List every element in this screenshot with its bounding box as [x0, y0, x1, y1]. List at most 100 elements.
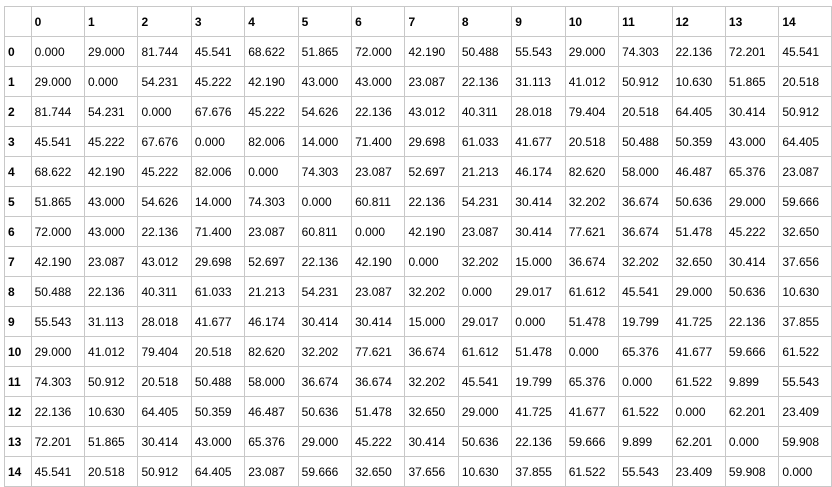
table-cell: 61.522	[564, 456, 620, 487]
row-header: 13	[4, 426, 32, 457]
table-cell: 58.000	[244, 366, 299, 397]
table-cell: 30.414	[137, 426, 192, 457]
table-cell: 41.677	[671, 336, 726, 367]
table-row: 4 68.622 42.190 45.222 82.006 0.000 74.303 23.0…	[4, 156, 832, 187]
table-cell: 32.650	[404, 396, 459, 427]
table-cell: 59.908	[724, 456, 780, 487]
table-cell: 59.908	[778, 426, 832, 457]
table-cell: 0.000	[30, 36, 86, 67]
table-cell: 51.478	[564, 306, 620, 337]
table-cell: 61.522	[778, 336, 832, 367]
table-cell: 29.017	[457, 306, 513, 337]
table-cell: 72.000	[351, 36, 406, 67]
column-header: 8	[457, 6, 513, 37]
table-cell: 29.000	[724, 186, 780, 217]
table-cell: 74.303	[618, 36, 673, 67]
table-cell: 61.522	[671, 366, 726, 397]
table-cell: 20.518	[564, 126, 620, 157]
row-header: 5	[4, 186, 32, 217]
table-cell: 22.136	[137, 216, 192, 247]
table-row: 10 29.000 41.012 79.404 20.518 82.620 32.202 77…	[4, 336, 832, 367]
table-cell: 22.136	[724, 306, 780, 337]
row-header: 6	[4, 216, 32, 247]
table-cell: 58.000	[618, 156, 673, 187]
table-cell: 0.000	[724, 426, 780, 457]
table-cell: 37.656	[404, 456, 459, 487]
table-cell: 74.303	[30, 366, 86, 397]
table-cell: 20.518	[618, 96, 673, 127]
table-cell: 50.636	[671, 186, 726, 217]
table-cell: 10.630	[778, 276, 832, 307]
table-cell: 45.541	[30, 126, 86, 157]
table-cell: 0.000	[137, 96, 192, 127]
table-cell: 0.000	[511, 306, 566, 337]
table-cell: 31.113	[84, 306, 139, 337]
table-cell: 59.666	[297, 456, 353, 487]
row-header: 3	[4, 126, 32, 157]
table-cell: 29.698	[190, 246, 246, 277]
table-cell: 54.626	[297, 96, 353, 127]
table-cell: 22.136	[351, 96, 406, 127]
table-cell: 45.541	[457, 366, 513, 397]
table-cell: 0.000	[84, 66, 139, 97]
table-cell: 50.912	[84, 366, 139, 397]
table-cell: 46.174	[511, 156, 566, 187]
table-row: 13 72.201 51.865 30.414 43.000 65.376 29.000 45…	[4, 426, 832, 457]
table-cell: 37.855	[778, 306, 832, 337]
table-row: 6 72.000 43.000 22.136 71.400 23.087 60.811 0.0…	[4, 216, 832, 247]
table-cell: 45.222	[190, 66, 246, 97]
table-cell: 65.376	[244, 426, 299, 457]
table-cell: 82.006	[244, 126, 299, 157]
table-cell: 36.674	[618, 216, 673, 247]
table-cell: 29.698	[404, 126, 459, 157]
table-cell: 61.612	[564, 276, 620, 307]
table-cell: 42.190	[84, 156, 139, 187]
table-cell: 41.725	[671, 306, 726, 337]
table-cell: 37.656	[778, 246, 832, 277]
table-cell: 54.231	[457, 186, 513, 217]
table-cell: 22.136	[297, 246, 353, 277]
table-cell: 51.478	[671, 216, 726, 247]
table-row: 7 42.190 23.087 43.012 29.698 52.697 22.136 42.…	[4, 246, 832, 277]
table-cell: 0.000	[351, 216, 406, 247]
table-cell: 30.414	[724, 246, 780, 277]
table-header: 0 1 2 3 4 5 6 7 8 9 10 11 12 13 14	[4, 6, 832, 37]
column-header: 10	[564, 6, 620, 37]
table-cell: 0.000	[618, 366, 673, 397]
table-cell: 0.000	[404, 246, 459, 277]
table-cell: 41.012	[84, 336, 139, 367]
table-cell: 30.414	[724, 96, 780, 127]
table-cell: 64.405	[190, 456, 246, 487]
table-cell: 22.136	[404, 186, 459, 217]
table-cell: 55.543	[511, 36, 566, 67]
table-cell: 23.087	[244, 456, 299, 487]
table-cell: 74.303	[244, 186, 299, 217]
table-cell: 32.202	[618, 246, 673, 277]
table-cell: 72.201	[30, 426, 86, 457]
table-cell: 79.404	[137, 336, 192, 367]
table-cell: 72.201	[724, 36, 780, 67]
table-cell: 10.630	[671, 66, 726, 97]
table-body: 0 0.000 29.000 81.744 45.541 68.622 51.865 72.0…	[4, 36, 832, 487]
table-cell: 41.677	[190, 306, 246, 337]
table-cell: 40.311	[137, 276, 192, 307]
table-cell: 23.087	[244, 216, 299, 247]
table-cell: 43.000	[84, 186, 139, 217]
table-cell: 20.518	[84, 456, 139, 487]
table-cell: 15.000	[404, 306, 459, 337]
column-header: 5	[297, 6, 353, 37]
table-cell: 30.414	[297, 306, 353, 337]
table-cell: 60.811	[297, 216, 353, 247]
table-cell: 65.376	[564, 366, 620, 397]
table-cell: 32.202	[404, 366, 459, 397]
table-cell: 65.376	[724, 156, 780, 187]
table-cell: 21.213	[244, 276, 299, 307]
table-cell: 82.620	[244, 336, 299, 367]
table-cell: 31.113	[511, 66, 566, 97]
table-cell: 62.201	[724, 396, 780, 427]
table-cell: 61.033	[190, 276, 246, 307]
table-cell: 43.000	[190, 426, 246, 457]
table-cell: 50.912	[137, 456, 192, 487]
row-header: 1	[4, 66, 32, 97]
table-cell: 77.621	[351, 336, 406, 367]
